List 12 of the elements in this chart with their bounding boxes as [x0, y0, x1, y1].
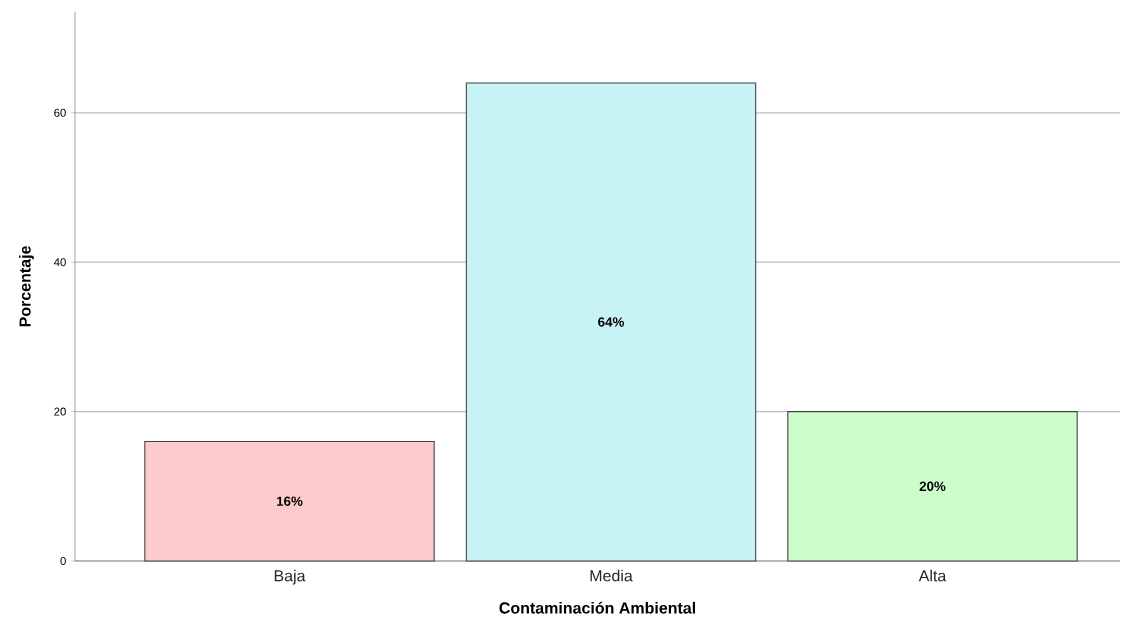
x-tick-label: Media [590, 569, 633, 582]
y-tick-label: 20 [54, 407, 66, 416]
y-tick-label: 60 [54, 108, 66, 117]
y-axis-title: Porcentaje [18, 246, 34, 327]
data-label: 64% [598, 317, 624, 327]
data-label: 16% [277, 496, 303, 506]
y-tick-label: 0 [60, 556, 66, 565]
y-tick-label: 40 [53, 258, 66, 267]
x-axis-title: Contaminación Ambiental [499, 601, 696, 614]
data-label: 20% [919, 481, 946, 492]
x-tick-label: Alta [918, 569, 947, 582]
x-tick-label: Baja [274, 569, 306, 585]
